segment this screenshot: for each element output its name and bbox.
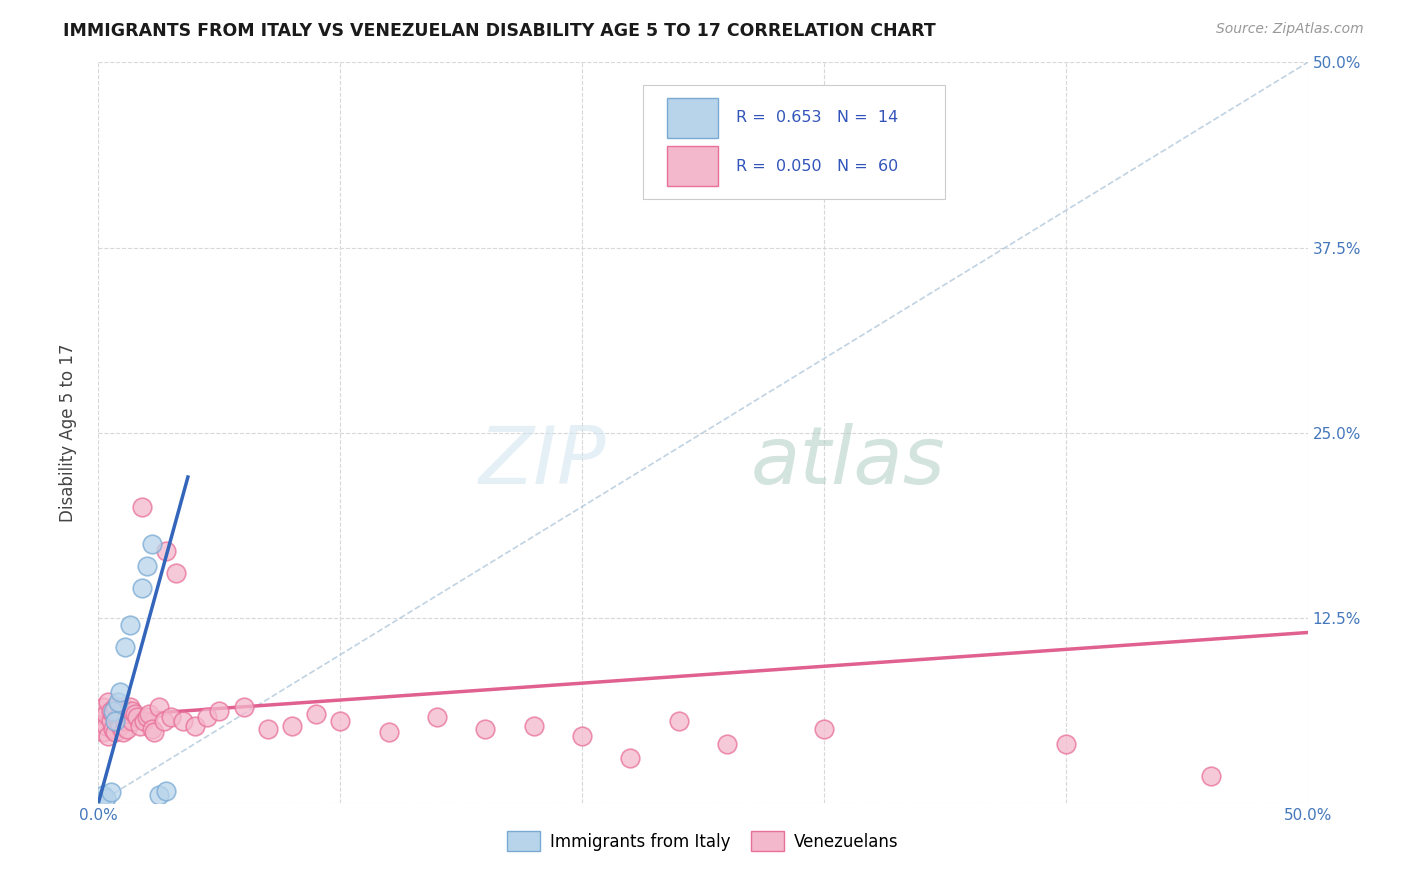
Bar: [666, 145, 717, 186]
Text: ZIP: ZIP: [479, 423, 606, 501]
Point: [281, 719, 304, 733]
Point: [148, 789, 170, 803]
Point: [329, 714, 352, 729]
Point: [108, 719, 131, 733]
Point: [131, 581, 153, 595]
Point: [135, 710, 157, 724]
Point: [668, 714, 690, 729]
Point: [108, 706, 131, 721]
Point: [94, 719, 117, 733]
Point: [118, 699, 141, 714]
Point: [131, 500, 153, 514]
Point: [138, 706, 160, 721]
Point: [1199, 769, 1222, 783]
Point: [127, 710, 149, 724]
FancyBboxPatch shape: [643, 85, 945, 200]
Point: [114, 640, 136, 655]
Point: [107, 710, 129, 724]
Point: [1054, 737, 1077, 751]
Point: [114, 714, 136, 729]
Point: [523, 719, 546, 733]
Point: [121, 714, 143, 729]
Point: [104, 699, 127, 714]
Point: [107, 695, 129, 709]
Point: [91, 724, 114, 739]
Point: [121, 704, 143, 718]
Point: [135, 558, 157, 573]
Point: [155, 544, 177, 558]
Text: IMMIGRANTS FROM ITALY VS VENEZUELAN DISABILITY AGE 5 TO 17 CORRELATION CHART: IMMIGRANTS FROM ITALY VS VENEZUELAN DISA…: [63, 22, 936, 40]
Point: [117, 710, 139, 724]
Point: [155, 784, 177, 798]
Y-axis label: Disability Age 5 to 17: Disability Age 5 to 17: [59, 343, 77, 522]
Point: [100, 714, 122, 729]
Point: [100, 704, 122, 718]
Point: [474, 722, 496, 736]
Point: [101, 704, 124, 718]
Point: [165, 566, 187, 581]
Point: [91, 699, 114, 714]
Point: [195, 710, 218, 724]
Point: [141, 722, 163, 736]
Point: [716, 737, 738, 751]
Bar: [666, 97, 717, 138]
Point: [160, 710, 183, 724]
Point: [117, 722, 139, 736]
Point: [232, 699, 254, 714]
Text: Source: ZipAtlas.com: Source: ZipAtlas.com: [1216, 22, 1364, 37]
Point: [813, 722, 835, 736]
Point: [426, 710, 449, 724]
Point: [118, 618, 141, 632]
Point: [91, 789, 114, 803]
Point: [124, 706, 146, 721]
Point: [148, 699, 170, 714]
Point: [141, 536, 163, 550]
Point: [256, 722, 278, 736]
Point: [134, 714, 156, 729]
Point: [97, 695, 120, 709]
Point: [305, 706, 328, 721]
Point: [619, 751, 641, 765]
Point: [104, 714, 127, 729]
Point: [107, 714, 129, 729]
Point: [108, 685, 131, 699]
Legend: Immigrants from Italy, Venezuelans: Immigrants from Italy, Venezuelans: [501, 825, 905, 857]
Point: [152, 714, 174, 729]
Point: [94, 706, 117, 721]
Point: [128, 719, 150, 733]
Point: [377, 724, 399, 739]
Point: [100, 785, 122, 799]
Point: [101, 722, 124, 736]
Point: [97, 729, 120, 743]
Text: R =  0.050   N =  60: R = 0.050 N = 60: [735, 159, 898, 174]
Text: atlas: atlas: [751, 423, 945, 501]
Text: R =  0.653   N =  14: R = 0.653 N = 14: [735, 111, 898, 126]
Point: [172, 714, 194, 729]
Point: [104, 724, 127, 739]
Point: [90, 714, 112, 729]
Point: [111, 724, 134, 739]
Point: [101, 706, 124, 721]
Point: [571, 729, 593, 743]
Point: [118, 706, 141, 721]
Point: [143, 724, 166, 739]
Point: [184, 719, 207, 733]
Point: [208, 704, 231, 718]
Point: [94, 791, 117, 805]
Point: [111, 699, 134, 714]
